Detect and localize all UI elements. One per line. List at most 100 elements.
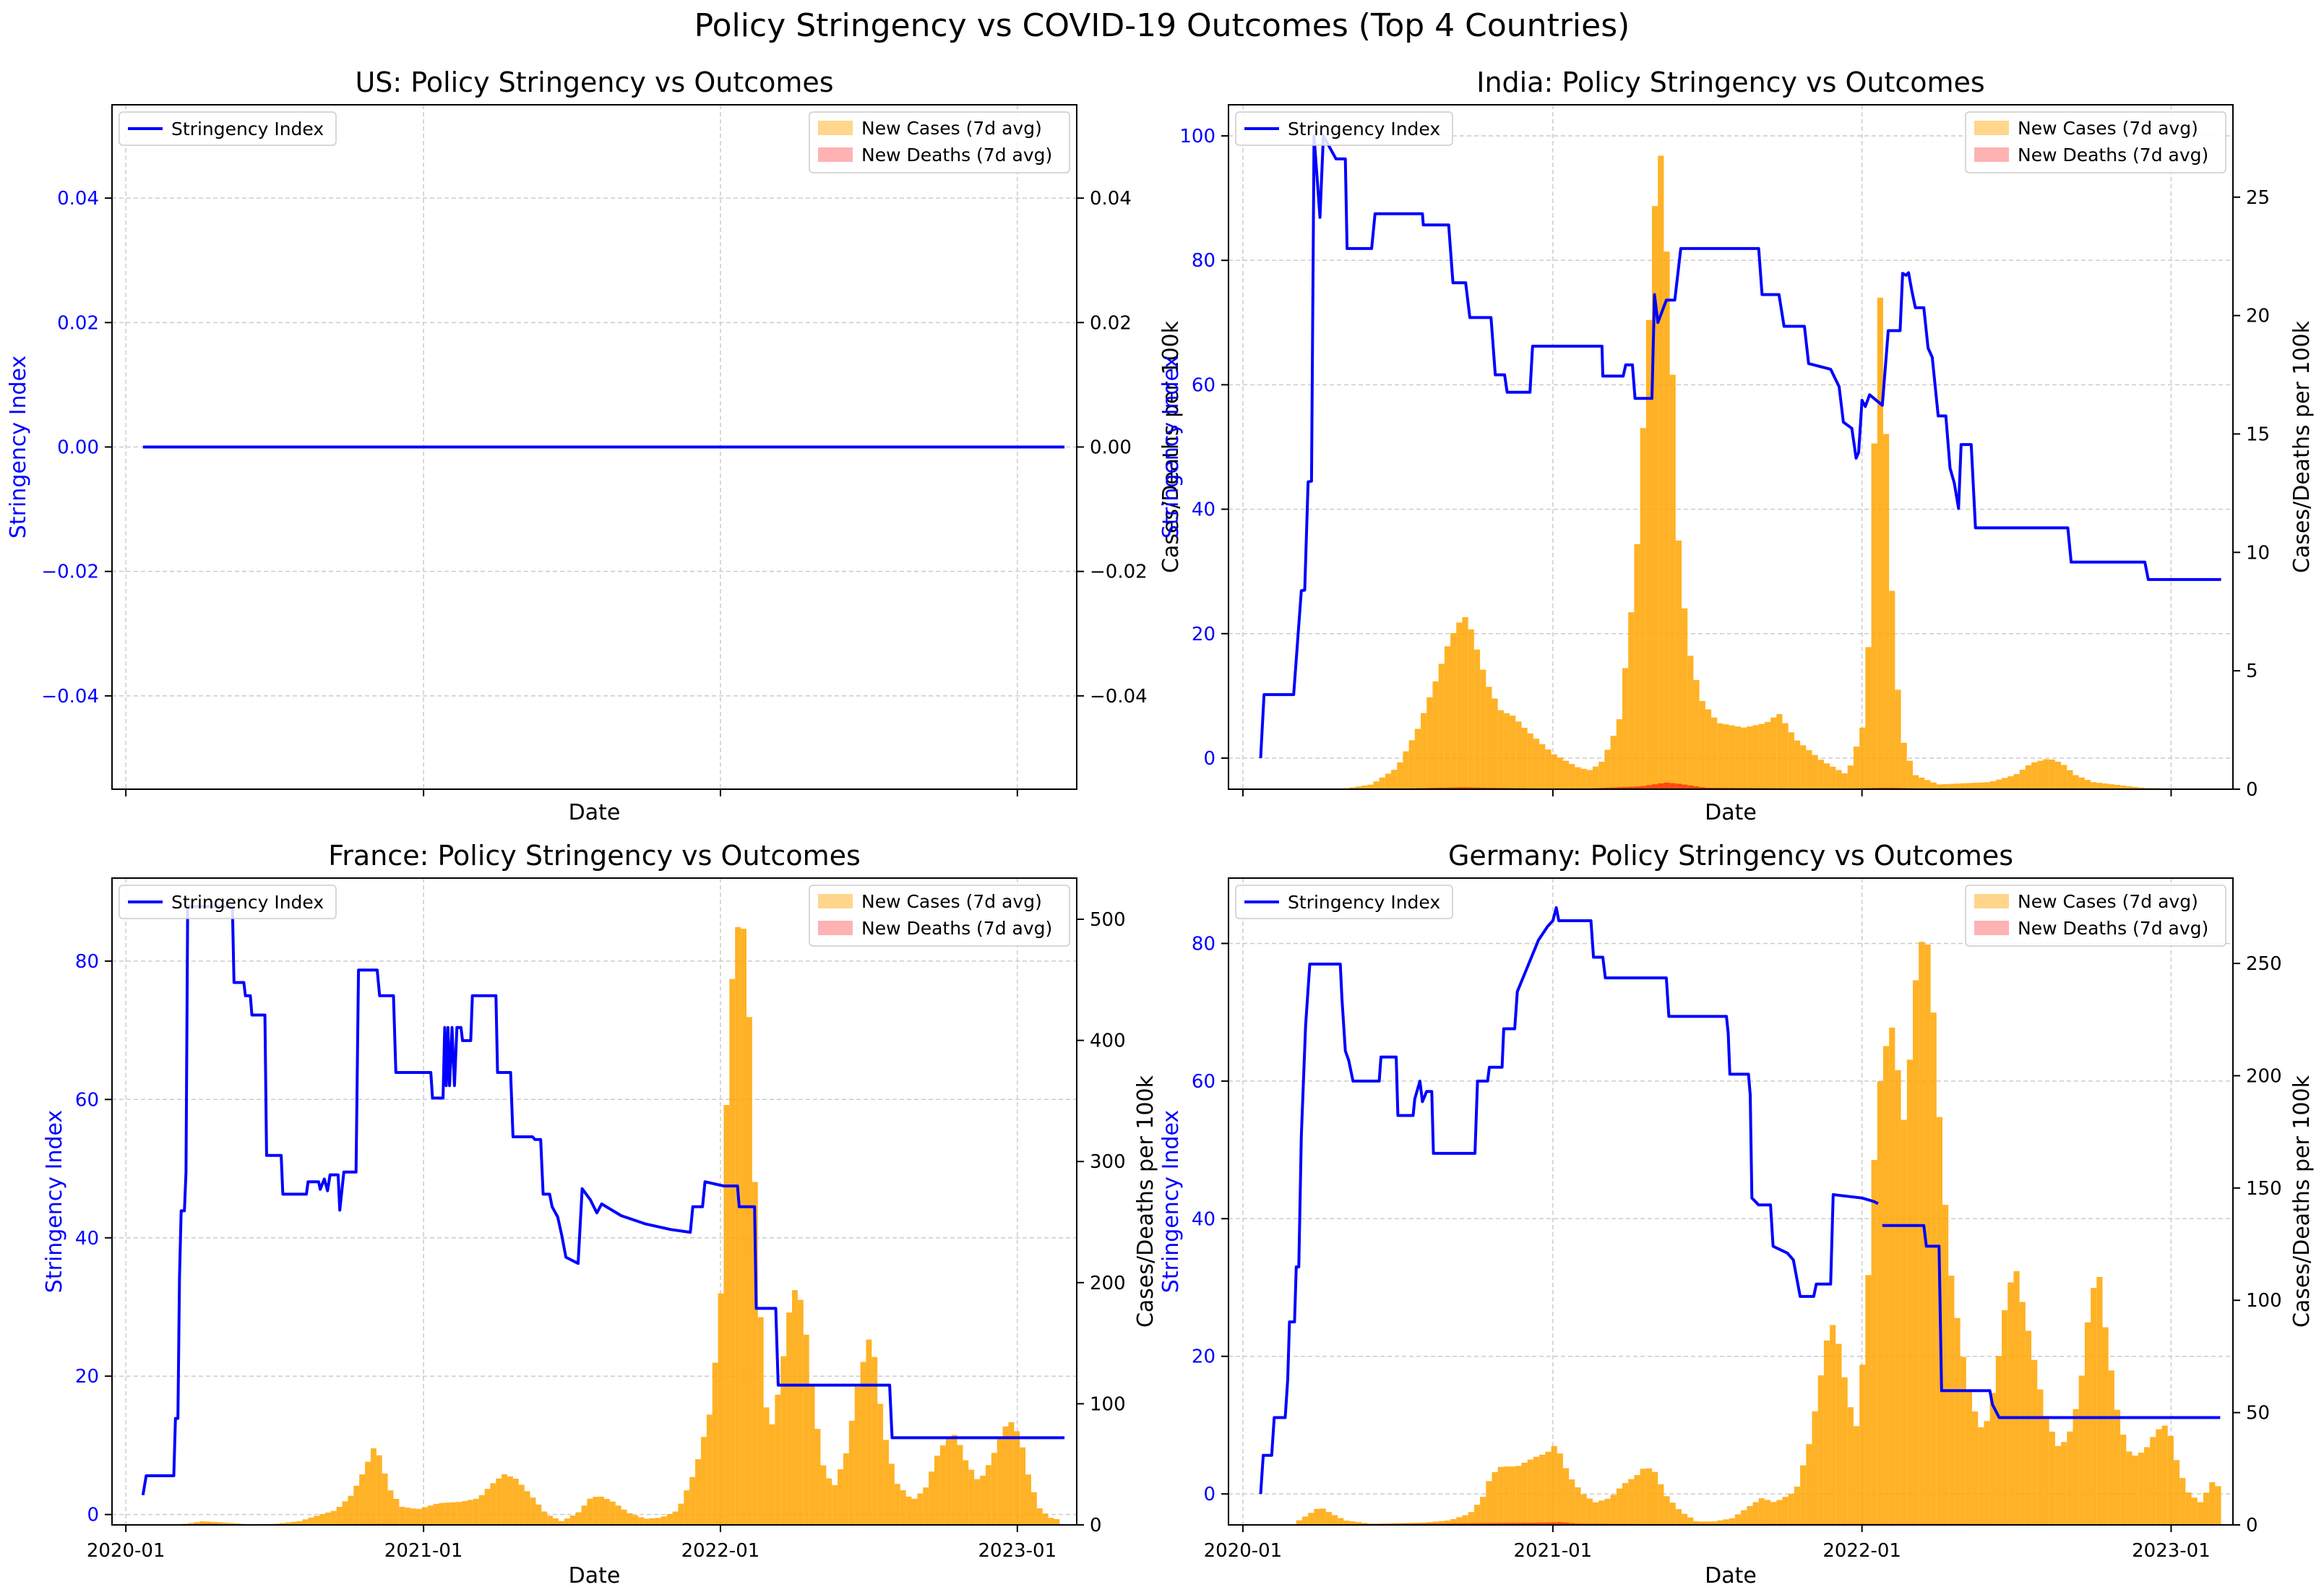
case-bar <box>1664 251 1670 790</box>
death-bar <box>1557 1522 1563 1525</box>
case-bar <box>1817 760 1824 789</box>
case-bar <box>507 1476 513 1525</box>
case-bar <box>1551 1445 1557 1525</box>
case-bar <box>1800 1465 1807 1525</box>
case-bar <box>1906 1059 1913 1525</box>
legend-swatch-deaths <box>818 147 853 162</box>
case-bar <box>809 1384 815 1525</box>
case-bar <box>1379 777 1385 789</box>
death-bar <box>1473 787 1481 789</box>
case-bar <box>1782 723 1789 789</box>
case-bar <box>302 1519 309 1525</box>
x-axis-label: Date <box>569 1563 621 1588</box>
case-bar <box>1575 1487 1581 1525</box>
case-bar <box>803 1334 809 1525</box>
case-bar <box>1640 1469 1646 1525</box>
case-bar <box>883 1440 889 1525</box>
legend-label-deaths: New Deaths (7d avg) <box>2018 145 2208 165</box>
legend-swatch-deaths <box>818 921 853 935</box>
death-bar <box>1664 782 1670 789</box>
case-bar <box>2215 1486 2221 1525</box>
case-bar <box>1551 754 1557 789</box>
case-bar <box>1794 1487 1801 1525</box>
case-bar <box>319 1514 325 1525</box>
case-bar <box>1948 1276 1955 1525</box>
case-bar <box>1450 633 1457 789</box>
case-bar <box>439 1502 445 1525</box>
death-bar <box>1515 1523 1522 1525</box>
case-bar <box>644 1518 650 1525</box>
case-bar <box>1729 725 1735 789</box>
case-bar <box>405 1508 411 1525</box>
case-bar <box>1895 689 1901 789</box>
case-bar <box>1314 1508 1320 1525</box>
y-tick-label-right: 200 <box>2246 1065 2282 1087</box>
case-bar <box>1966 783 1973 789</box>
case-bar <box>1468 1512 1474 1525</box>
y-tick-label-right: 20 <box>2246 306 2270 327</box>
case-bar <box>1634 1475 1640 1525</box>
case-bar <box>1729 1518 1735 1525</box>
case-bar <box>1895 1070 1901 1525</box>
y-tick-label-left: 80 <box>1192 250 1215 272</box>
case-bar <box>581 1505 588 1525</box>
case-bar <box>1936 784 1943 789</box>
case-bar <box>695 1459 701 1525</box>
case-bar <box>1711 1521 1718 1525</box>
legend-label-stringency: Stringency Index <box>1288 119 1440 139</box>
case-bar <box>741 929 746 1525</box>
legend-right: New Cases (7d avg) New Deaths (7d avg) <box>809 111 1070 173</box>
case-bar <box>1806 749 1812 789</box>
case-bar <box>1622 668 1629 789</box>
case-bar <box>2013 1271 2020 1525</box>
case-bar <box>1462 1515 1468 1525</box>
case-bar <box>2078 777 2085 789</box>
case-bar <box>365 1461 371 1525</box>
y-axis-label-right: Cases/Deaths per 100k <box>2289 320 2315 573</box>
case-bar <box>1527 733 1533 789</box>
legend-label-cases: New Cases (7d avg) <box>861 118 1042 139</box>
case-bar <box>2084 780 2091 789</box>
y-tick-label-right: 0 <box>1090 1515 1102 1536</box>
case-bar <box>951 1435 957 1525</box>
case-bar <box>1741 727 1747 789</box>
legend-right-box <box>809 111 1070 173</box>
case-bar <box>1592 766 1599 789</box>
y-tick-label-right: 200 <box>1090 1273 1126 1294</box>
death-bar <box>1669 783 1676 789</box>
case-bar <box>1906 760 1913 789</box>
case-bar <box>387 1490 394 1525</box>
legend-label-stringency: Stringency Index <box>171 119 324 139</box>
y-tick-label-right: 50 <box>2246 1403 2270 1424</box>
death-bar <box>1438 787 1445 789</box>
case-bar <box>974 1479 981 1525</box>
legend-left: Stringency Index <box>119 885 337 919</box>
axes-frame <box>1228 877 2234 1526</box>
case-bar <box>2108 1370 2114 1525</box>
case-bar <box>2019 770 2026 789</box>
case-bar <box>1841 773 1848 789</box>
case-bar <box>1492 1471 1498 1525</box>
case-bar <box>1048 1518 1054 1525</box>
y-tick-label-left: 60 <box>1192 374 1215 396</box>
case-bar <box>1924 780 1931 789</box>
stringency-line <box>1259 134 2221 759</box>
case-bar <box>1343 1521 1350 1525</box>
case-bar <box>1859 1364 1866 1525</box>
case-bar <box>1717 1520 1723 1525</box>
case-bar <box>1764 721 1771 789</box>
case-bar <box>2091 1288 2097 1525</box>
case-bar <box>2120 785 2127 789</box>
case-bar <box>194 1522 200 1525</box>
case-bar <box>746 1017 752 1525</box>
case-bar <box>1776 714 1783 789</box>
legend-left: Stringency Index <box>1235 885 1453 919</box>
case-bar <box>1687 655 1694 789</box>
case-bar <box>1889 590 1895 789</box>
case-bar <box>1586 1498 1593 1525</box>
case-bar <box>518 1484 525 1525</box>
death-bar <box>1622 786 1629 789</box>
x-axis-label: Date <box>569 800 621 825</box>
legend-swatch-cases <box>818 894 853 908</box>
death-bar <box>1551 1522 1557 1525</box>
